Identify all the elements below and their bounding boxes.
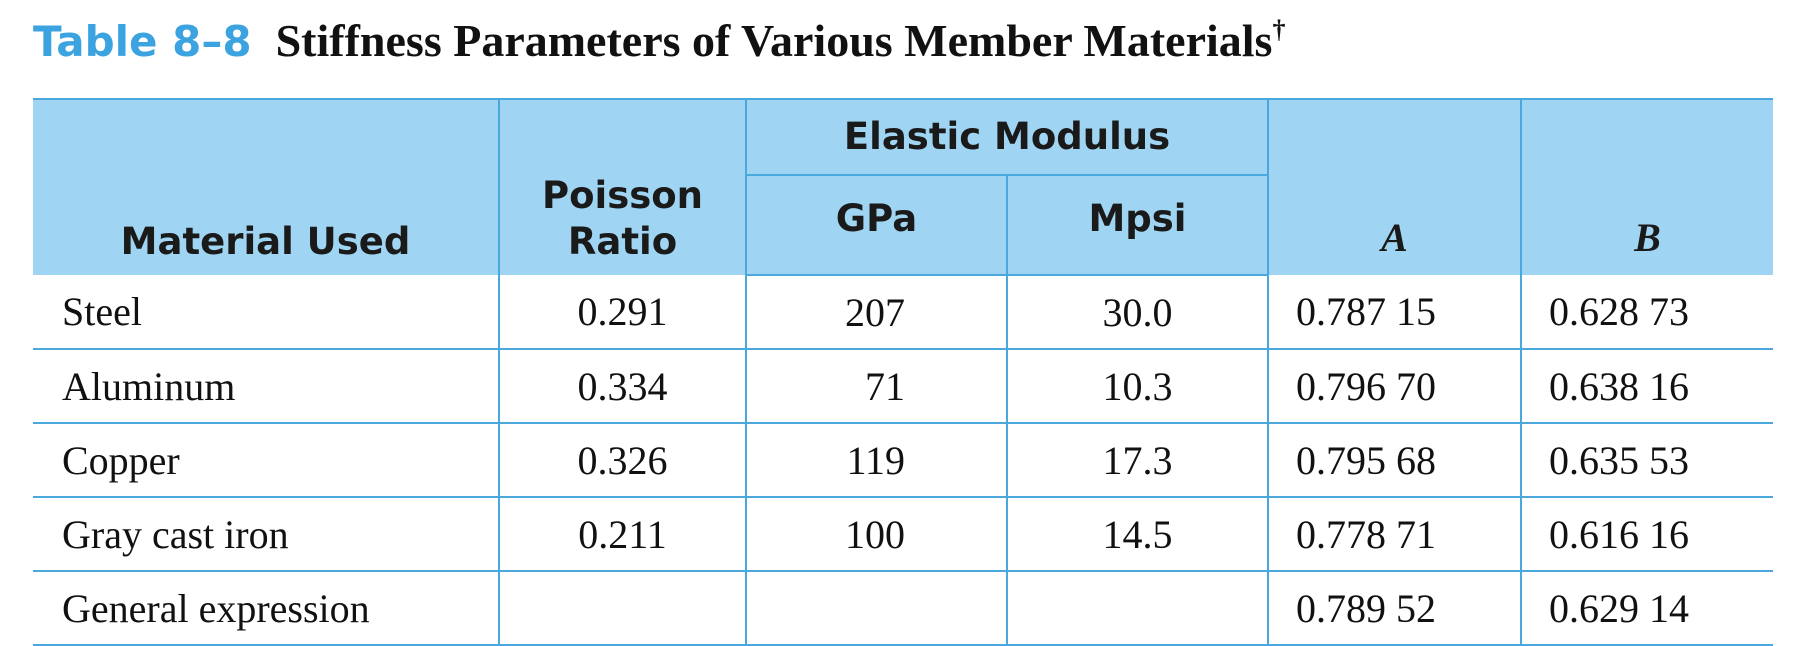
table-title: Table 8–8 Stiffness Parameters of Various…	[33, 14, 1285, 67]
table-row: Gray cast iron 0.211 100 14.5 0.778 71 0…	[33, 497, 1773, 572]
cell-poisson: 0.211	[498, 497, 747, 572]
table-caption: Stiffness Parameters of Various Member M…	[275, 15, 1273, 66]
cell-b: 0.616 16	[1520, 497, 1773, 572]
cell-material: Copper	[33, 423, 500, 498]
cell-gpa	[745, 571, 1008, 646]
cell-gpa: 100	[745, 497, 1008, 572]
cell-gpa: 71	[745, 349, 1008, 424]
cell-poisson: 0.326	[498, 423, 747, 498]
cell-mpsi: 17.3	[1006, 423, 1269, 498]
table-row: Aluminum 0.334 71 10.3 0.796 70 0.638 16	[33, 349, 1773, 424]
cell-material: Steel	[33, 275, 500, 350]
cell-mpsi: 10.3	[1006, 349, 1269, 424]
cell-b: 0.638 16	[1520, 349, 1773, 424]
header-b: B	[1520, 98, 1773, 275]
stiffness-parameters-table: Material Used Poisson Ratio Elastic Modu…	[33, 98, 1773, 646]
table-row: Copper 0.326 119 17.3 0.795 68 0.635 53	[33, 423, 1773, 498]
cell-mpsi: 30.0	[1006, 275, 1269, 350]
cell-a: 0.795 68	[1267, 423, 1522, 498]
header-poisson-ratio-label: Poisson Ratio	[541, 173, 704, 263]
cell-b: 0.629 14	[1520, 571, 1773, 646]
header-poisson-ratio: Poisson Ratio	[498, 98, 747, 275]
cell-a: 0.789 52	[1267, 571, 1522, 646]
table-row: Steel 0.291 207 30.0 0.787 15 0.628 73	[33, 275, 1773, 350]
header-material-used: Material Used	[33, 98, 500, 275]
header-elastic-modulus: Elastic Modulus	[745, 98, 1269, 176]
cell-a: 0.778 71	[1267, 497, 1522, 572]
cell-mpsi: 14.5	[1006, 497, 1269, 572]
cell-poisson: 0.291	[498, 275, 747, 350]
cell-gpa: 207	[745, 275, 1008, 350]
cell-material: Aluminum	[33, 349, 500, 424]
cell-material: Gray cast iron	[33, 497, 500, 572]
cell-poisson	[498, 571, 747, 646]
cell-mpsi	[1006, 571, 1269, 646]
table-body: Steel 0.291 207 30.0 0.787 15 0.628 73 A…	[33, 275, 1773, 646]
header-gpa: GPa	[745, 175, 1008, 276]
cell-a: 0.796 70	[1267, 349, 1522, 424]
table-number: Table 8–8	[33, 17, 252, 66]
cell-material: General expression	[33, 571, 500, 646]
header-mpsi: Mpsi	[1006, 175, 1269, 276]
table-row: General expression 0.789 52 0.629 14	[33, 571, 1773, 646]
table-header: Material Used Poisson Ratio Elastic Modu…	[33, 98, 1773, 276]
cell-gpa: 119	[745, 423, 1008, 498]
cell-poisson: 0.334	[498, 349, 747, 424]
footnote-dagger: †	[1272, 15, 1286, 44]
cell-b: 0.635 53	[1520, 423, 1773, 498]
cell-a: 0.787 15	[1267, 275, 1522, 350]
header-a: A	[1267, 98, 1522, 275]
cell-b: 0.628 73	[1520, 275, 1773, 350]
